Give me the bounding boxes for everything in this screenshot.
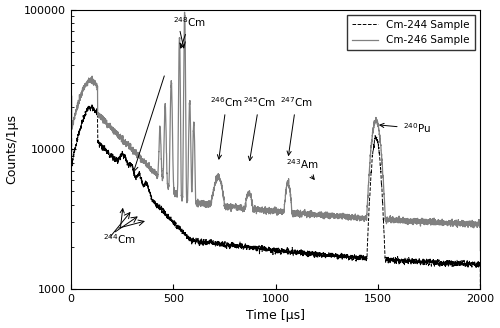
- Line: Cm-246 Sample: Cm-246 Sample: [71, 12, 480, 251]
- Cm-246 Sample: [328, 213, 334, 216]
- Cm-246 Sample: [68, 204, 74, 208]
- Text: $^{246}$Cm: $^{246}$Cm: [210, 95, 243, 159]
- Cm-246 Sample: [310, 213, 316, 217]
- Text: $^{248}$Cm: $^{248}$Cm: [174, 15, 206, 48]
- Text: $^{243}$Am: $^{243}$Am: [286, 157, 318, 179]
- Cm-244 Sample: [68, 236, 74, 239]
- Line: Cm-244 Sample: Cm-244 Sample: [71, 104, 480, 286]
- Cm-244 Sample: [328, 255, 334, 258]
- Legend: Cm-244 Sample, Cm-246 Sample: Cm-244 Sample, Cm-246 Sample: [347, 15, 475, 51]
- Text: $^{247}$Cm: $^{247}$Cm: [280, 95, 312, 155]
- Text: $^{244}$Cm: $^{244}$Cm: [102, 209, 136, 246]
- Cm-246 Sample: [216, 174, 222, 178]
- Cm-244 Sample: [394, 261, 400, 265]
- Cm-244 Sample: [310, 253, 316, 257]
- Cm-244 Sample: [89, 102, 95, 106]
- Text: $^{240}$Pu: $^{240}$Pu: [380, 122, 430, 135]
- Cm-244 Sample: [88, 106, 94, 110]
- X-axis label: Time [µs]: Time [µs]: [246, 309, 305, 322]
- Cm-246 Sample: [372, 119, 378, 123]
- Cm-246 Sample: [182, 10, 188, 14]
- Cm-246 Sample: [394, 217, 400, 221]
- Cm-246 Sample: [478, 249, 484, 253]
- Cm-246 Sample: [88, 80, 94, 84]
- Text: $^{245}$Cm: $^{245}$Cm: [243, 95, 276, 161]
- Cm-244 Sample: [478, 284, 484, 288]
- Cm-244 Sample: [372, 137, 378, 141]
- Y-axis label: Counts/1µs: Counts/1µs: [6, 114, 18, 184]
- Cm-244 Sample: [216, 242, 222, 246]
